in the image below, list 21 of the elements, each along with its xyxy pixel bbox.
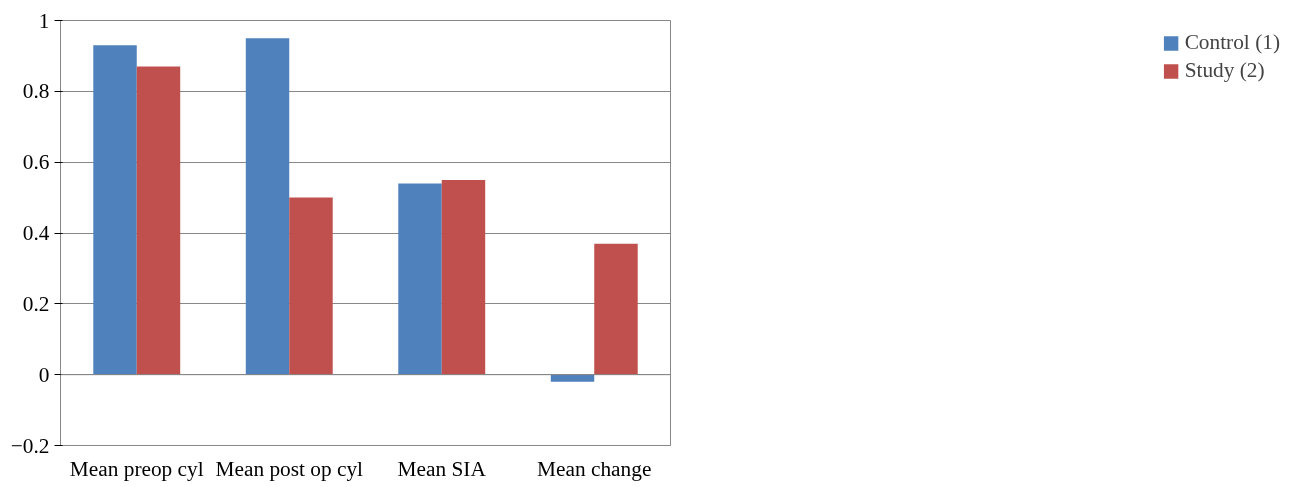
y-tick-label: −0.2 [10,433,50,458]
x-tick-label: Mean preop cyl [69,456,204,481]
bar [289,197,333,375]
y-tick-label: 0 [38,362,50,387]
legend-label: Control (1) [1184,30,1280,55]
bar [398,183,442,375]
y-tick-label: 0.6 [22,150,50,175]
y-tick-label: 0.8 [22,79,50,104]
x-tick-label: Mean post op cyl [215,456,364,481]
bar [245,38,290,375]
bar [136,66,181,375]
bar [550,374,595,382]
bar [93,45,137,375]
legend-label: Study (2) [1184,58,1265,83]
y-tick-label: 0.2 [22,291,50,316]
y-tick-label: 0.4 [22,221,50,245]
y-tick-label: 1 [38,8,50,33]
bar [441,179,486,375]
x-tick-label: Mean SIA [397,456,487,481]
bar [594,243,638,375]
x-tick-label: Mean change [537,456,652,481]
